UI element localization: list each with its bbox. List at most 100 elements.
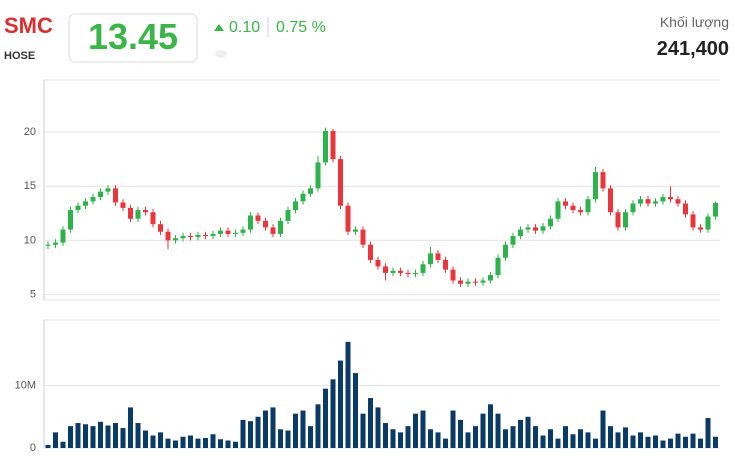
candle-body [143, 210, 148, 213]
volume-bar [45, 444, 51, 448]
price: 13.45 [88, 16, 178, 57]
candle-body [90, 197, 96, 202]
volume-bar [668, 438, 673, 448]
volume-bar [593, 438, 598, 448]
volume-bar [555, 438, 561, 448]
volume-bar [293, 413, 298, 448]
volume-bar [210, 434, 216, 448]
candle-body [180, 236, 186, 239]
volume-bar [150, 435, 156, 448]
candle-body [653, 201, 658, 204]
exchange: HOSE [4, 50, 35, 62]
symbol: SMC [4, 13, 53, 38]
volume-bar [158, 432, 163, 448]
volume-bar [300, 410, 306, 448]
candle-body [225, 230, 231, 234]
candle-body [563, 201, 568, 206]
candle-body [323, 130, 328, 163]
candle-body [60, 229, 66, 243]
volume-bar [705, 418, 711, 448]
y-tick-label: 0 [30, 442, 36, 454]
change: 0.10 [229, 19, 260, 36]
candle-body [248, 215, 253, 230]
volume-bar [585, 432, 591, 448]
volume-bar [473, 426, 478, 448]
candle-body [293, 201, 298, 211]
volume-bar [233, 441, 238, 448]
candle-body [285, 210, 291, 221]
candle-body [330, 130, 336, 160]
candle-body [420, 264, 426, 273]
volume-bar [113, 423, 118, 448]
candle-body [533, 227, 538, 231]
candle-body [255, 215, 261, 221]
candle-body [705, 216, 711, 230]
candle-body [548, 218, 553, 227]
volume-bar [608, 426, 613, 448]
candle-body [98, 191, 103, 198]
volume-bar [195, 438, 201, 448]
volume-bar [420, 410, 426, 448]
candle-body [570, 205, 576, 211]
volume-bar [480, 413, 486, 448]
volume-bar [435, 432, 441, 448]
volume-bar [278, 429, 283, 448]
candle-body [698, 227, 703, 230]
volume-bar [698, 438, 703, 448]
candle-body [278, 220, 283, 234]
volume-bar [128, 407, 133, 448]
volume-bar [450, 410, 456, 448]
volume-bar [540, 435, 546, 448]
candle-body [435, 253, 441, 260]
volume-bar [503, 429, 508, 448]
candle-body [540, 226, 546, 231]
volume-bar [405, 426, 411, 448]
candle-body [263, 220, 268, 228]
volume-bar [383, 423, 388, 448]
candle-body [593, 172, 598, 200]
candle-body [83, 201, 88, 206]
candle-body [413, 272, 418, 274]
candle-body [458, 280, 463, 284]
candle-body [645, 199, 651, 204]
candle-body [623, 212, 628, 228]
candle-body [45, 244, 51, 246]
volume-bar [623, 427, 628, 448]
candle-body [375, 259, 381, 267]
candle-body [473, 281, 478, 283]
volume-bar [615, 432, 621, 448]
volume-bar [345, 341, 351, 448]
candle-body [503, 244, 508, 258]
volume-bar [458, 419, 463, 448]
candle-body [165, 231, 171, 241]
candle-body [683, 203, 688, 215]
volume-bar [390, 429, 396, 448]
volume-bar [53, 432, 58, 448]
candle-body [353, 229, 358, 232]
volume-bar [690, 433, 696, 448]
candle-body [578, 210, 583, 213]
volume-bar [90, 426, 96, 448]
volume-bar [240, 419, 246, 448]
volume-bar [375, 407, 381, 448]
volume-bar [165, 438, 171, 448]
volume-bar [638, 432, 643, 448]
volume-bar [203, 438, 208, 448]
candle-body [240, 229, 246, 233]
volume-bar [60, 441, 66, 448]
candle-body [675, 199, 681, 204]
volume-bar [675, 433, 681, 448]
candle-body [443, 259, 448, 270]
candle-body [135, 210, 141, 219]
candle-body [315, 162, 321, 189]
candle-body [270, 227, 276, 234]
volume-bar [428, 429, 433, 448]
volume-bar [488, 404, 493, 448]
change-pct: 0.75 % [276, 19, 326, 36]
y-tick-label: 5 [30, 288, 36, 300]
indicator [215, 50, 227, 58]
volume-bar [98, 421, 103, 448]
candle-body [495, 257, 501, 276]
candle-body [398, 270, 403, 273]
